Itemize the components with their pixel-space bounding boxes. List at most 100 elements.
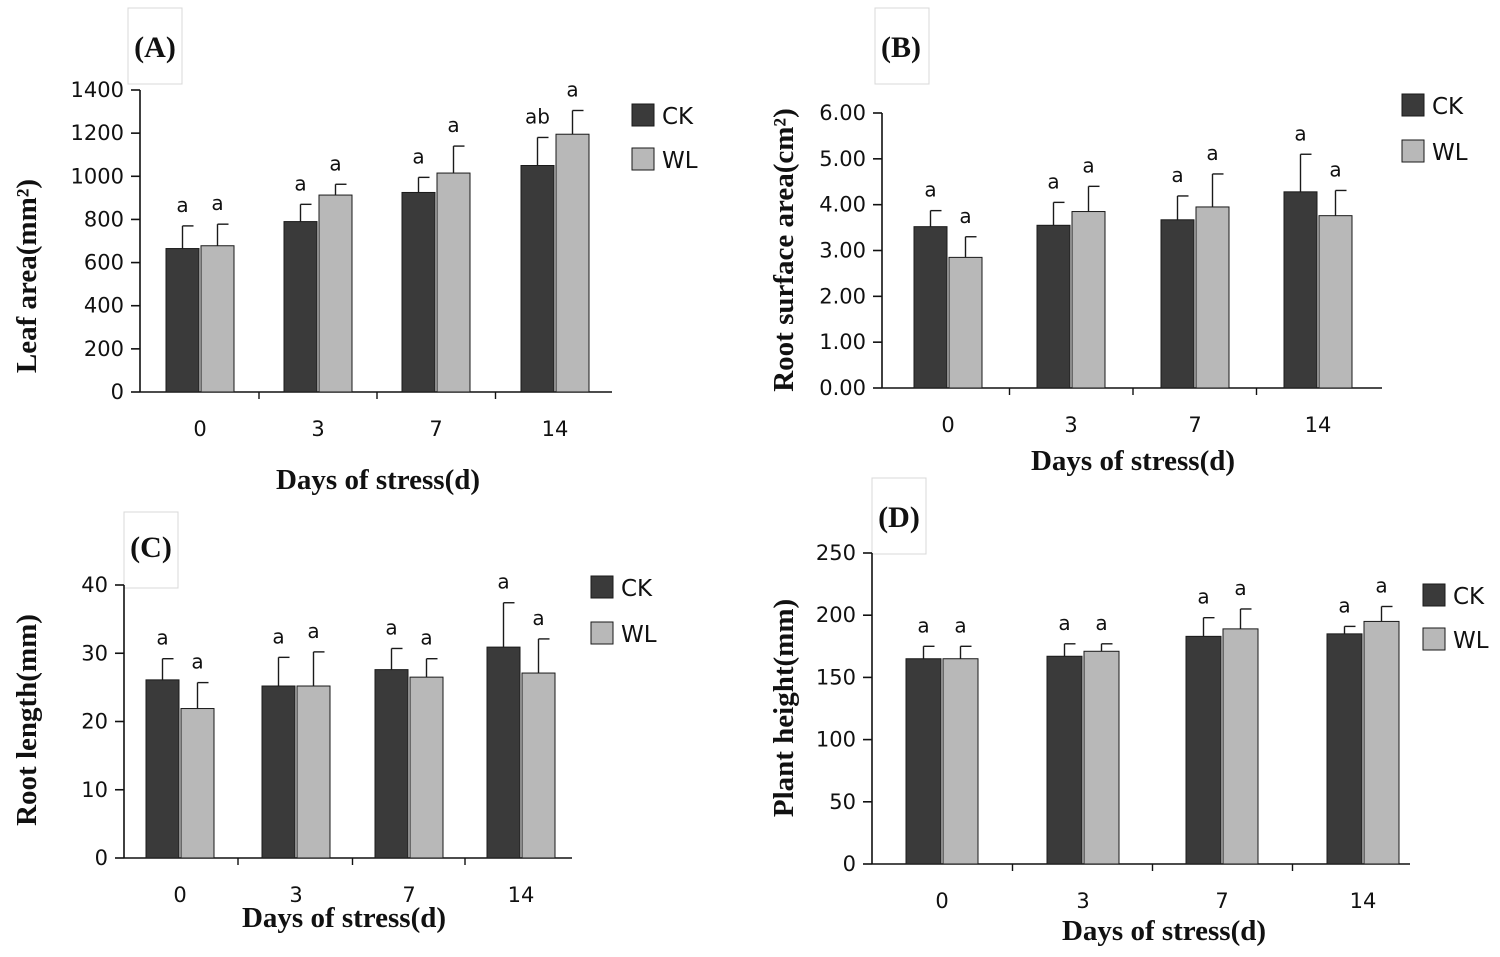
- significance-letter: a: [1082, 153, 1094, 177]
- legend-swatch-ck: [631, 103, 655, 127]
- bar-ck: [1036, 224, 1071, 389]
- significance-letter: a: [1329, 157, 1341, 181]
- bar-wl: [948, 256, 983, 389]
- bar-wl: [180, 708, 215, 859]
- y-tick-label: 1000: [71, 164, 124, 188]
- bar-wl: [1222, 628, 1259, 865]
- y-tick-label: 0: [95, 846, 108, 870]
- legend-label-ck: CK: [662, 104, 694, 130]
- legend-swatch-wl: [1422, 627, 1446, 651]
- y-tick-label: 600: [84, 251, 124, 275]
- y-tick-label: 200: [84, 337, 124, 361]
- significance-letter: a: [1375, 573, 1387, 597]
- y-tick-label: 250: [816, 541, 856, 565]
- legend-swatch-ck: [590, 575, 614, 599]
- bar-wl: [296, 685, 331, 859]
- panel-label: (A): [134, 31, 176, 64]
- x-tick-label: 0: [935, 889, 948, 913]
- y-tick-label: 30: [81, 641, 108, 665]
- significance-letter: a: [447, 113, 459, 137]
- bar-ck: [1185, 635, 1222, 865]
- panel-label-box: [123, 511, 179, 589]
- bar-wl: [521, 672, 556, 859]
- significance-letter: a: [954, 613, 966, 637]
- significance-letter: a: [1234, 576, 1246, 600]
- x-tick-label: 3: [1076, 889, 1089, 913]
- x-tick-label: 14: [508, 883, 535, 907]
- bar-wl: [1195, 206, 1230, 389]
- panel-label: (D): [878, 501, 920, 534]
- y-tick-label: 200: [816, 603, 856, 627]
- significance-letter: a: [532, 606, 544, 630]
- legend-label-ck: CK: [621, 576, 653, 602]
- legend-label-wl: WL: [621, 622, 657, 648]
- bar-wl: [555, 133, 590, 393]
- x-tick-label: 0: [941, 413, 954, 437]
- y-tick-label: 0: [111, 380, 124, 404]
- x-tick-label: 14: [1305, 413, 1332, 437]
- y-tick-label: 1200: [71, 121, 124, 145]
- x-tick-label: 3: [311, 417, 324, 441]
- x-tick-label: 14: [542, 417, 569, 441]
- y-tick-label: 800: [84, 207, 124, 231]
- bar-wl: [1363, 620, 1400, 865]
- bar-wl: [1083, 650, 1120, 865]
- bar-ck: [145, 679, 180, 859]
- bar-ck: [905, 658, 942, 865]
- x-tick-label: 0: [173, 883, 186, 907]
- y-axis-title: Plant height(mm): [768, 599, 800, 817]
- bar-ck: [486, 646, 521, 859]
- significance-letter: a: [294, 171, 306, 195]
- y-tick-label: 3.00: [819, 239, 866, 263]
- bar-wl: [200, 245, 235, 393]
- significance-letter: a: [420, 626, 432, 650]
- significance-letter: a: [959, 204, 971, 228]
- panel-label-box: [127, 7, 183, 85]
- y-tick-label: 10: [81, 778, 108, 802]
- bar-ck: [1326, 633, 1363, 865]
- bar-ck: [1160, 219, 1195, 389]
- y-tick-label: 0.00: [819, 376, 866, 400]
- x-tick-label: 7: [1188, 413, 1201, 437]
- significance-letter: a: [272, 624, 284, 648]
- significance-letter: a: [156, 626, 168, 650]
- significance-letter: a: [917, 613, 929, 637]
- x-axis-title: Days of stress(d): [1062, 915, 1266, 947]
- significance-letter: a: [1095, 611, 1107, 635]
- x-tick-label: 3: [1064, 413, 1077, 437]
- legend-label-wl: WL: [662, 148, 698, 174]
- bar-wl: [942, 658, 979, 865]
- significance-letter: a: [1197, 585, 1209, 609]
- legend-label-ck: CK: [1453, 584, 1485, 610]
- x-tick-label: 7: [429, 417, 442, 441]
- panel-label: (B): [881, 31, 921, 64]
- bar-wl: [409, 676, 444, 859]
- bar-ck: [374, 669, 409, 859]
- significance-letter: a: [1294, 121, 1306, 145]
- bar-ck: [165, 248, 200, 393]
- significance-letter: a: [329, 151, 341, 175]
- y-tick-label: 40: [81, 573, 108, 597]
- legend-label-wl: WL: [1453, 628, 1489, 654]
- significance-letter: a: [1047, 169, 1059, 193]
- y-tick-label: 400: [84, 294, 124, 318]
- y-tick-label: 2.00: [819, 284, 866, 308]
- y-axis-title: Root length(mm): [11, 614, 43, 826]
- panel-label-box: [874, 7, 930, 85]
- x-tick-label: 7: [402, 883, 415, 907]
- bar-ck: [1046, 655, 1083, 865]
- significance-letter: a: [1058, 611, 1070, 635]
- bar-ck: [520, 165, 555, 393]
- significance-letter: a: [412, 144, 424, 168]
- bar-wl: [1071, 211, 1106, 389]
- y-tick-label: 6.00: [819, 101, 866, 125]
- bar-ck: [1283, 191, 1318, 389]
- legend-label-ck: CK: [1432, 94, 1464, 120]
- bar-ck: [401, 191, 436, 393]
- significance-letter: a: [307, 619, 319, 643]
- y-tick-label: 1400: [71, 78, 124, 102]
- y-tick-label: 50: [829, 790, 856, 814]
